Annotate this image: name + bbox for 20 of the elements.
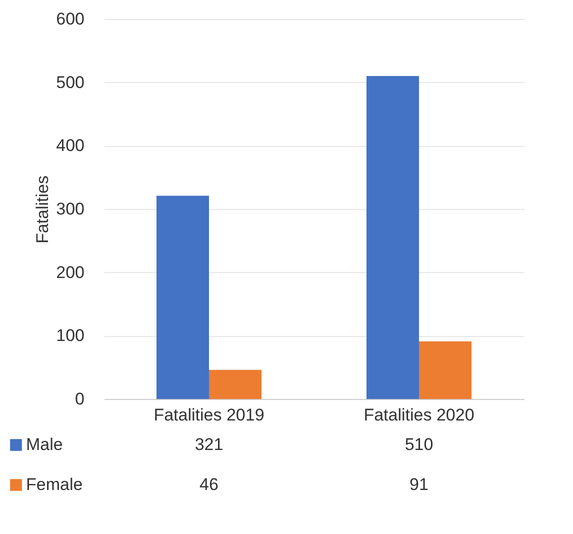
y-tick-label: 300	[56, 200, 84, 218]
x-tick-label: Fatalities 2020	[364, 406, 474, 424]
data-label: 46	[200, 475, 218, 494]
legend-label: Female	[26, 475, 83, 494]
legend-label: Male	[26, 435, 63, 454]
x-tick-label: Fatalities 2019	[154, 406, 264, 424]
bar	[209, 370, 262, 399]
y-tick-label: 600	[56, 10, 84, 28]
y-tick-label: 0	[75, 390, 84, 408]
y-tick-label: 400	[56, 136, 84, 156]
data-label: 510	[404, 435, 434, 454]
bar	[419, 341, 472, 399]
data-label: 91	[410, 475, 428, 494]
bar	[156, 196, 209, 399]
y-tick-label: 500	[56, 72, 84, 92]
bar	[366, 76, 419, 399]
y-axis-title: Fatalities	[33, 175, 52, 244]
y-tick-label: 200	[56, 262, 84, 282]
y-tick-label: 100	[56, 326, 84, 346]
data-label: 321	[194, 435, 224, 454]
